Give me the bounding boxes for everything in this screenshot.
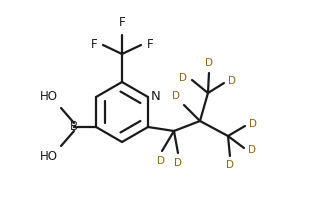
Text: D: D <box>248 145 257 155</box>
Text: D: D <box>250 119 258 129</box>
Text: HO: HO <box>40 90 58 104</box>
Text: F: F <box>119 16 125 30</box>
Text: F: F <box>147 38 153 51</box>
Text: D: D <box>205 59 213 69</box>
Text: N: N <box>151 90 161 104</box>
Text: D: D <box>228 76 237 86</box>
Text: D: D <box>226 161 234 171</box>
Text: D: D <box>174 158 182 168</box>
Text: B: B <box>70 120 78 133</box>
Text: HO: HO <box>40 151 58 163</box>
Text: D: D <box>179 73 188 83</box>
Text: D: D <box>157 156 165 166</box>
Text: F: F <box>91 38 98 51</box>
Text: D: D <box>172 91 180 101</box>
